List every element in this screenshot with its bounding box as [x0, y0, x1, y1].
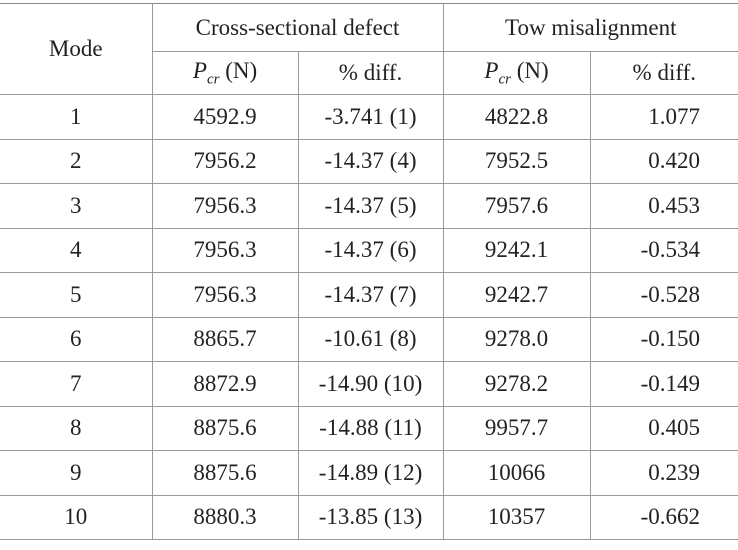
group-header: Tow misalignment: [442, 3, 738, 52]
table-row: 6 8865.7 -10.61 (8) 9278.0 -0.150: [0, 316, 738, 362]
table-cell: 8875.6: [151, 405, 299, 451]
table-cell: 9: [0, 450, 153, 496]
table-row: 5 7956.3 -14.37 (7) 9242.7 -0.528: [0, 272, 738, 318]
symbol: P: [192, 57, 207, 83]
table-cell: -3.741 (1): [297, 94, 444, 140]
header-text: % diff.: [632, 60, 696, 85]
header-text: % diff.: [338, 60, 403, 85]
table-cell: -0.534: [589, 227, 738, 273]
table-cell: 5: [0, 272, 153, 318]
table-row: 4 7956.3 -14.37 (6) 9242.1 -0.534: [0, 227, 738, 273]
column-header: % diff.: [297, 51, 444, 95]
subscript: cr: [498, 71, 511, 88]
table-cell: 7956.3: [151, 227, 299, 273]
page: Mode Cross-sectional defect Tow misalign…: [0, 3, 738, 550]
unit: (N): [225, 57, 258, 83]
table-cell: 9957.7: [442, 405, 591, 451]
table-cell: 6: [0, 316, 153, 362]
table-cell: 8875.6: [151, 450, 299, 496]
table-cell: 2: [0, 138, 153, 184]
table-cell: -0.149: [589, 361, 738, 407]
table-cell: 4592.9: [151, 94, 299, 140]
table-cell: 4: [0, 227, 153, 273]
table-cell: -14.89 (12): [297, 450, 444, 496]
table-cell: 0.453: [589, 183, 738, 229]
table-row: 2 7956.2 -14.37 (4) 7952.5 0.420: [0, 138, 738, 184]
table-row: 7 8872.9 -14.90 (10) 9278.2 -0.149: [0, 361, 738, 407]
table-cell: 3: [0, 183, 153, 229]
unit: (N): [516, 57, 549, 83]
table-cell: -0.528: [589, 272, 738, 318]
table-cell: 10066: [442, 450, 591, 496]
table-row: 8 8875.6 -14.88 (11) 9957.7 0.405: [0, 405, 738, 451]
group-header: Cross-sectional defect: [151, 3, 444, 52]
table-cell: 10: [0, 494, 153, 540]
table-cell: 7956.3: [151, 272, 299, 318]
table-cell: 0.420: [589, 138, 738, 184]
table-cell: 8872.9: [151, 361, 299, 407]
table-cell: 7: [0, 361, 153, 407]
table-body: 1 4592.9 -3.741 (1) 4822.8 1.077 2 7956.2 -14.3…: [0, 94, 738, 540]
table-cell: -14.37 (7): [297, 272, 444, 318]
table-cell: 7952.5: [442, 138, 591, 184]
table-cell: -14.90 (10): [297, 361, 444, 407]
table-cell: -14.37 (4): [297, 138, 444, 184]
table-cell: -14.88 (11): [297, 405, 444, 451]
table-cell: 0.405: [589, 405, 738, 451]
results-table: Mode Cross-sectional defect Tow misalign…: [0, 3, 738, 540]
table-cell: 8880.3: [151, 494, 299, 540]
table-cell: 1: [0, 94, 153, 140]
column-header: % diff.: [589, 51, 738, 95]
table-row: 1 4592.9 -3.741 (1) 4822.8 1.077: [0, 94, 738, 140]
table-row: 3 7956.3 -14.37 (5) 7957.6 0.453: [0, 183, 738, 229]
column-header: Pcr (N): [442, 51, 591, 95]
table-cell: 7957.6: [442, 183, 591, 229]
table-cell: 7956.3: [151, 183, 299, 229]
table-cell: -14.37 (6): [297, 227, 444, 273]
table-cell: 1.077: [589, 94, 738, 140]
table-cell: 9242.1: [442, 227, 591, 273]
mode-header: Mode: [0, 3, 153, 95]
table-cell: 9278.2: [442, 361, 591, 407]
table-cell: 9242.7: [442, 272, 591, 318]
table-cell: 0.239: [589, 450, 738, 496]
table-row: 10 8880.3 -13.85 (13) 10357 -0.662: [0, 494, 738, 540]
table-cell: -14.37 (5): [297, 183, 444, 229]
table-cell: 8: [0, 405, 153, 451]
subscript: cr: [206, 71, 220, 88]
table-cell: 9278.0: [442, 316, 591, 362]
column-header: Pcr (N): [152, 51, 299, 95]
table-row: 9 8875.6 -14.89 (12) 10066 0.239: [0, 450, 738, 496]
table-cell: -10.61 (8): [297, 316, 444, 362]
table-cell: 10357: [442, 494, 591, 540]
table-header: Mode Cross-sectional defect Tow misalign…: [0, 3, 738, 95]
table-cell: 8865.7: [151, 316, 299, 362]
table-cell: 4822.8: [442, 94, 591, 140]
table-cell: -0.662: [589, 494, 738, 540]
symbol: P: [484, 57, 499, 83]
table-cell: 7956.2: [151, 138, 299, 184]
table-cell: -0.150: [589, 316, 738, 362]
table-cell: -13.85 (13): [297, 494, 444, 540]
